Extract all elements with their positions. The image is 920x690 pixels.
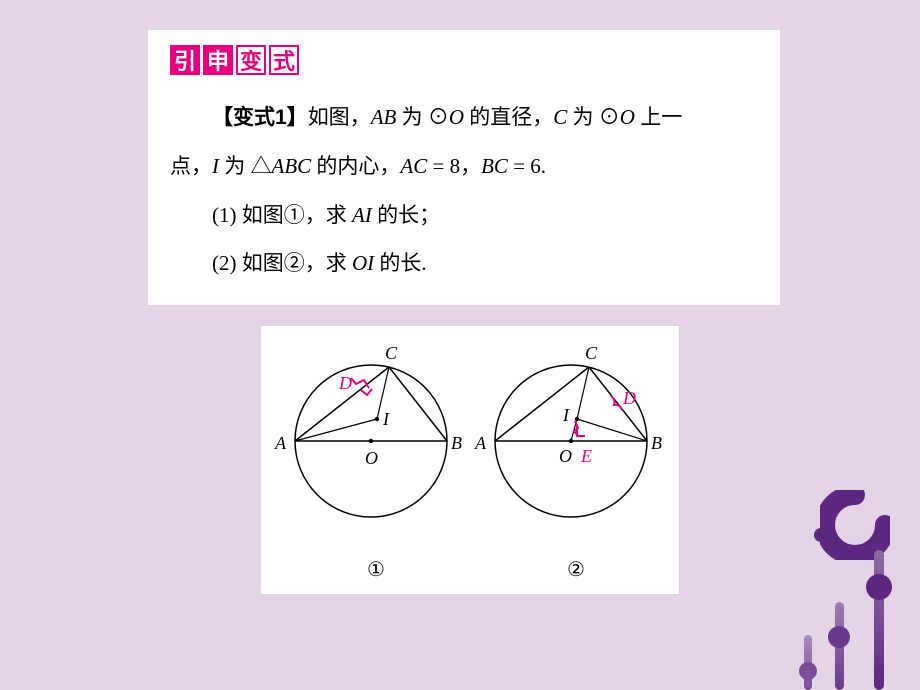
question-1: (1) 如图①，求 AI 的长； (170, 191, 758, 239)
label-I: I (382, 409, 390, 429)
heading-char-1: 引 (170, 45, 200, 75)
question-2: (2) 如图②，求 OI 的长. (170, 239, 758, 287)
problem-line-2: 点，I 为 △ABC 的内心，AC = 8，BC = 6. (170, 142, 758, 190)
heading-badges: 引 申 变 式 (170, 45, 758, 75)
problem-body: 【变式1】如图，AB 为 ⊙O 的直径，C 为 ⊙O 上一 点，I 为 △ABC… (170, 93, 758, 287)
label-O: O (365, 448, 378, 468)
label-D2: D (622, 388, 636, 408)
heading-char-2: 申 (203, 45, 233, 75)
label-A: A (274, 433, 287, 453)
deco-ball-1 (866, 574, 892, 600)
label-B: B (451, 433, 462, 453)
deco-dot (814, 528, 828, 542)
heading-char-4: 式 (269, 45, 299, 75)
label-C: C (385, 343, 398, 363)
label-A2: A (474, 433, 487, 453)
deco-stem-1 (874, 550, 884, 690)
deco-ball-2 (828, 626, 850, 648)
label-D: D (338, 373, 352, 393)
figure-1: A B O C I D ① (274, 343, 462, 581)
problem-panel: 引 申 变 式 【变式1】如图，AB 为 ⊙O 的直径，C 为 ⊙O 上一 点，… (148, 30, 780, 305)
label-O2: O (559, 446, 572, 466)
figure-2: A B O C I D E ② (474, 343, 662, 581)
label-I2: I (562, 405, 570, 425)
label-B2: B (651, 433, 662, 453)
problem-line-1: 【变式1】如图，AB 为 ⊙O 的直径，C 为 ⊙O 上一 (170, 93, 758, 142)
caption-2: ② (567, 559, 585, 581)
geometry-figures: A B O C I D ① (261, 326, 681, 596)
label-E2: E (580, 446, 592, 466)
figures-panel: A B O C I D ① (260, 325, 680, 595)
variant-label: 【变式1】 (212, 106, 308, 129)
caption-1: ① (367, 559, 385, 581)
label-C2: C (585, 343, 598, 363)
heading-char-3: 变 (236, 45, 266, 75)
deco-ball-3 (799, 662, 817, 680)
